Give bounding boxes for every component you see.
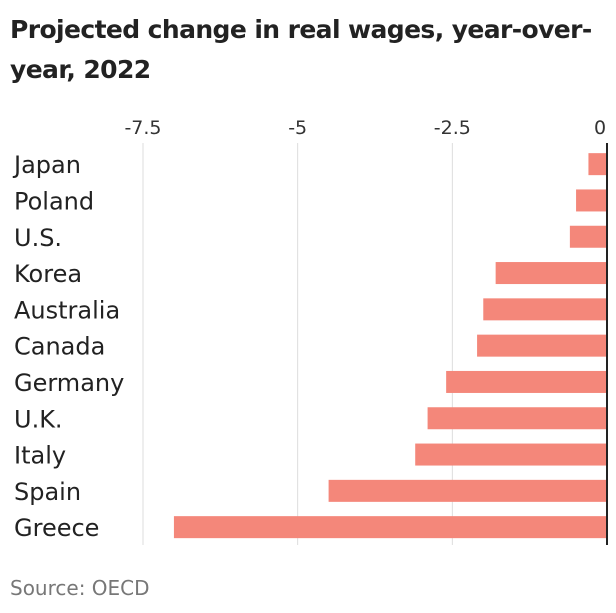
grid-lines — [142, 143, 453, 545]
x-tick-label: -7.5 — [124, 117, 161, 139]
bar-italy — [415, 443, 607, 466]
source-note: Source: OECD — [10, 576, 150, 600]
category-label: Spain — [14, 478, 81, 506]
bar-japan — [588, 153, 607, 176]
x-axis-ticks: -7.5 -5 -2.5 0 — [124, 117, 606, 139]
bars — [173, 153, 607, 539]
category-label: U.K. — [14, 405, 63, 433]
category-label: U.S. — [14, 224, 62, 252]
bar-poland — [576, 189, 607, 212]
category-label: Italy — [14, 442, 66, 470]
category-label: Japan — [12, 151, 81, 179]
category-label: Poland — [14, 187, 94, 215]
bar-u-s — [569, 225, 607, 248]
bar-spain — [328, 479, 607, 502]
bar-u-k — [427, 407, 607, 430]
bar-canada — [477, 334, 607, 357]
category-label: Canada — [14, 333, 105, 361]
category-label: Korea — [14, 260, 82, 288]
category-label: Australia — [14, 296, 120, 324]
x-tick-label: 0 — [594, 117, 606, 139]
x-tick-label: -5 — [288, 117, 307, 139]
category-label: Greece — [14, 514, 99, 542]
bar-korea — [495, 262, 607, 285]
bar-australia — [483, 298, 607, 321]
bar-greece — [173, 516, 607, 539]
bar-germany — [446, 370, 607, 393]
chart-title: Projected change in real wages, year-ove… — [10, 15, 592, 84]
category-label: Germany — [14, 369, 124, 397]
category-labels: Japan Poland U.S. Korea Australia Canada Germa… — [12, 151, 124, 542]
x-tick-label: -2.5 — [434, 117, 471, 139]
